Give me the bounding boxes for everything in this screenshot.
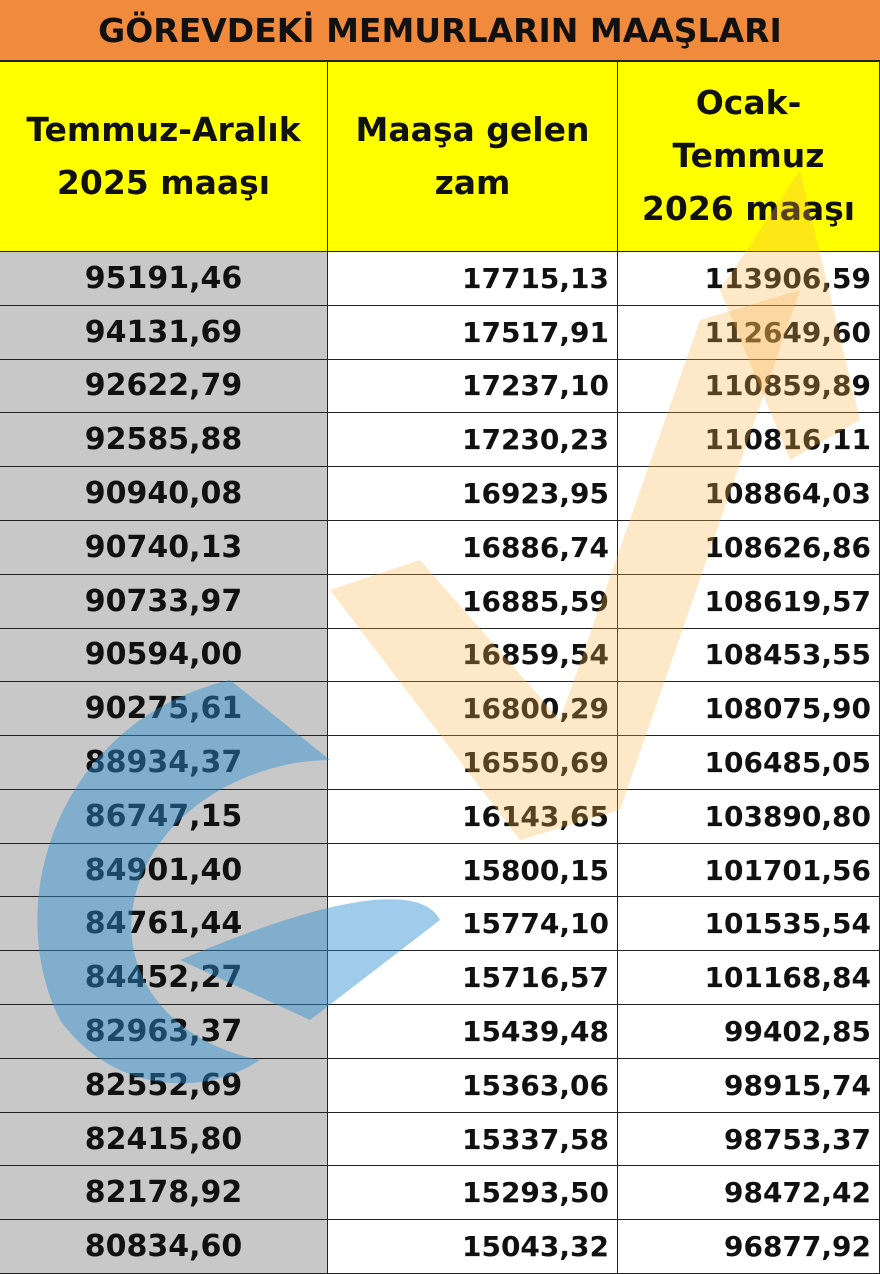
table-cell: 16143,65	[328, 789, 618, 844]
table-cell: 82963,37	[0, 1005, 328, 1059]
header-line: Maaşa gelen	[355, 109, 590, 149]
column-header: Ocak- Temmuz 2026 maaşı	[618, 62, 880, 252]
table-cell: 112649,60	[618, 305, 880, 360]
table-cell: 110859,89	[618, 359, 880, 414]
table-cell: 84761,44	[0, 897, 328, 952]
table-cell: 94131,69	[0, 305, 328, 360]
table-cell: 15337,58	[328, 1112, 618, 1167]
table-cell: 98915,74	[618, 1058, 880, 1113]
table-cell: 15716,57	[328, 951, 618, 1006]
table-cell: 90594,00	[0, 628, 328, 683]
table-cell: 101701,56	[618, 843, 880, 898]
table-cell: 103890,80	[618, 789, 880, 844]
table-cell: 16859,54	[328, 628, 618, 683]
table-cell: 106485,05	[618, 736, 880, 790]
table-cell: 80834,60	[0, 1220, 328, 1274]
table-cell: 82178,92	[0, 1166, 328, 1221]
header-line: Temmuz-Aralık	[26, 109, 301, 149]
table-cell: 101168,84	[618, 951, 880, 1006]
table-cell: 95191,46	[0, 252, 328, 306]
table-cell: 15439,48	[328, 1005, 618, 1059]
table-cell: 98472,42	[618, 1166, 880, 1221]
table-cell: 84452,27	[0, 951, 328, 1006]
table-cell: 16550,69	[328, 736, 618, 790]
table-cell: 108075,90	[618, 682, 880, 737]
header-line: Ocak-	[695, 83, 802, 123]
table-cell: 99402,85	[618, 1005, 880, 1059]
table-cell: 98753,37	[618, 1112, 880, 1167]
salary-table: Temmuz-Aralık 2025 maaşı Maaşa gelen zam Oca…	[0, 62, 880, 1274]
table-cell: 110816,11	[618, 413, 880, 468]
table-cell: 15043,32	[328, 1220, 618, 1274]
table-cell: 15774,10	[328, 897, 618, 952]
header-line: Temmuz	[672, 136, 825, 176]
table-cell: 16923,95	[328, 467, 618, 521]
table-cell: 17230,23	[328, 413, 618, 468]
table-cell: 15800,15	[328, 843, 618, 898]
table-cell: 113906,59	[618, 252, 880, 306]
table-cell: 16800,29	[328, 682, 618, 737]
table-cell: 90940,08	[0, 467, 328, 521]
table-cell: 90733,97	[0, 574, 328, 629]
table-cell: 15363,06	[328, 1058, 618, 1113]
table-cell: 16885,59	[328, 574, 618, 629]
table-cell: 108619,57	[618, 574, 880, 629]
table-cell: 15293,50	[328, 1166, 618, 1221]
header-line: zam	[434, 162, 511, 202]
table-cell: 92622,79	[0, 359, 328, 414]
header-line: 2025 maaşı	[56, 162, 271, 202]
table-cell: 108453,55	[618, 628, 880, 683]
table-cell: 108626,86	[618, 520, 880, 575]
column-header: Maaşa gelen zam	[328, 62, 618, 252]
table-cell: 17517,91	[328, 305, 618, 360]
table-cell: 96877,92	[618, 1220, 880, 1274]
table-cell: 92585,88	[0, 413, 328, 468]
table-cell: 84901,40	[0, 843, 328, 898]
table-cell: 16886,74	[328, 520, 618, 575]
table-cell: 82415,80	[0, 1112, 328, 1167]
table-cell: 90740,13	[0, 520, 328, 575]
table-cell: 17715,13	[328, 252, 618, 306]
table-cell: 82552,69	[0, 1058, 328, 1113]
table-cell: 88934,37	[0, 736, 328, 790]
header-line: 2026 maaşı	[641, 188, 856, 228]
title: GÖREVDEKİ MEMURLARIN MAAŞLARI	[0, 0, 880, 62]
column-header: Temmuz-Aralık 2025 maaşı	[0, 62, 328, 252]
table-cell: 86747,15	[0, 789, 328, 844]
table-cell: 90275,61	[0, 682, 328, 737]
table-cell: 108864,03	[618, 467, 880, 521]
table-cell: 101535,54	[618, 897, 880, 952]
table-cell: 17237,10	[328, 359, 618, 414]
